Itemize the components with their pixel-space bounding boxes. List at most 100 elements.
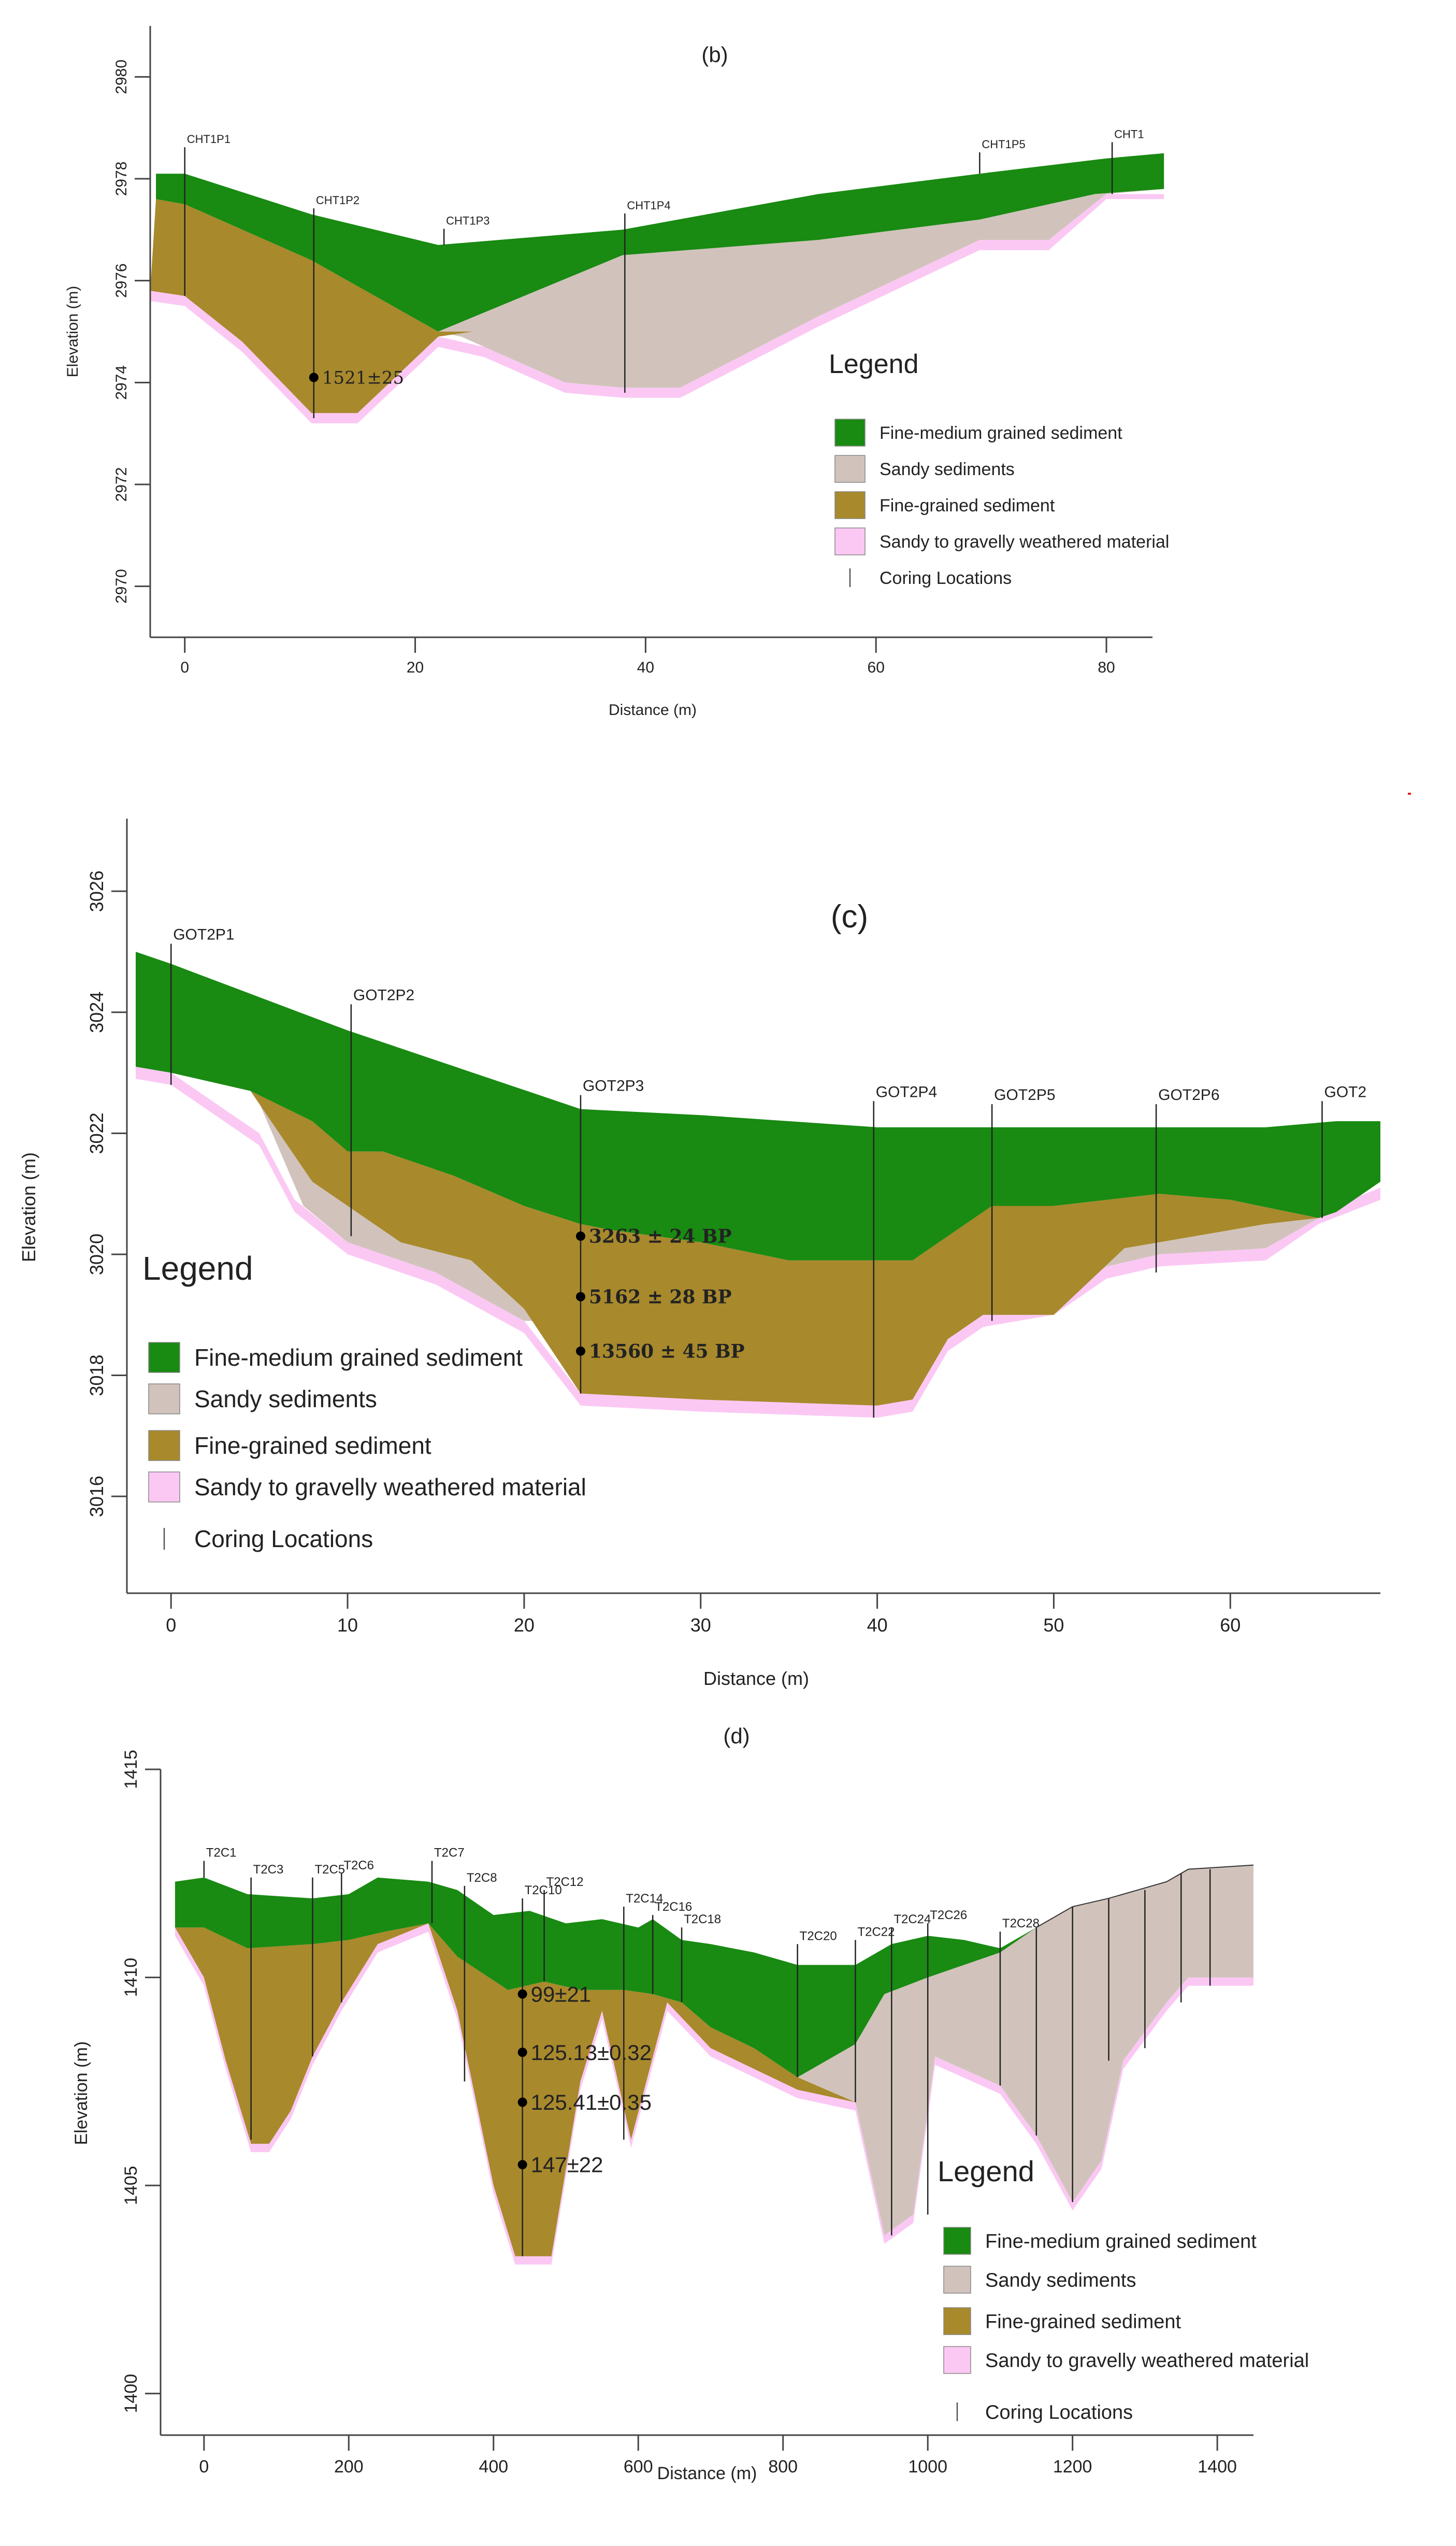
x-tick-label: 50 <box>1043 1614 1064 1636</box>
x-tick-label: 80 <box>1098 659 1115 676</box>
layer-3-fine-grained-sediment <box>250 1091 1319 1406</box>
core-label: T2C3 <box>253 1863 284 1877</box>
y-tick-label: 3018 <box>86 1354 107 1396</box>
x-axis-label: Distance (m) <box>657 2464 757 2483</box>
date-sample-point <box>309 373 319 382</box>
x-tick-label: 1200 <box>1053 2457 1092 2477</box>
legend-item-label: Sandy to gravelly weathered material <box>880 532 1169 552</box>
core-label: T2C14 <box>626 1892 663 1906</box>
surface-outline <box>1036 1864 1254 1928</box>
legend-item-label: Sandy sediments <box>194 1385 377 1412</box>
x-tick-label: 40 <box>867 1614 888 1636</box>
legend-swatch <box>148 1430 180 1461</box>
core-label: T2C7 <box>434 1846 465 1860</box>
date-label: 13560 ± 45 BP <box>589 1340 745 1362</box>
y-tick-label: 3024 <box>86 992 107 1033</box>
x-tick-label: 30 <box>690 1614 711 1636</box>
legend-swatch <box>943 2266 971 2294</box>
core-label: CHT1P3 <box>446 214 489 227</box>
y-tick-label: 1410 <box>121 1958 141 1997</box>
core-label: T2C16 <box>655 1900 692 1914</box>
layer-3-fine-medium-grained-sediment <box>156 153 1164 332</box>
date-sample-point <box>517 2097 527 2107</box>
date-sample-point <box>517 2159 527 2169</box>
core-label: GOT2P5 <box>994 1086 1055 1104</box>
y-tick-label: 2978 <box>113 162 130 196</box>
legend-item-label: Sandy sediments <box>880 460 1015 479</box>
layer-2-fine-grained-sediment <box>150 199 473 413</box>
date-sample-point <box>575 1346 585 1356</box>
date-label: 147±22 <box>531 2153 603 2177</box>
core-label: T2C28 <box>1002 1916 1040 1930</box>
core-label: CHT1P1 <box>187 133 230 146</box>
core-label: T2C10 <box>525 1883 562 1897</box>
date-sample-point <box>517 1989 527 1999</box>
y-tick-label: 3022 <box>86 1112 107 1154</box>
legend: Legend Fine-medium grained sediment Sandy … <box>829 349 1169 588</box>
legend: Legend Fine-medium grained sediment Sandy … <box>142 1250 586 1552</box>
x-tick-label: 0 <box>199 2457 209 2477</box>
layer-1-sandy-sediments <box>797 1865 1253 2236</box>
layer-2-sandy-sediments <box>1001 1218 1319 1315</box>
core-label: CHT1 <box>1114 127 1144 140</box>
core-label: CHT1P4 <box>627 199 670 212</box>
y-axis-label: Elevation (m) <box>18 1152 39 1262</box>
date-label: 3263 ± 24 BP <box>589 1225 732 1247</box>
red-mark <box>1408 793 1411 795</box>
core-label: GOT2 <box>1324 1083 1367 1100</box>
y-tick-label: 3016 <box>86 1476 107 1517</box>
core-label: T2C6 <box>343 1858 374 1872</box>
date-label: 125.41±0.35 <box>531 2090 652 2114</box>
legend-swatch <box>148 1342 180 1373</box>
date-sample-point <box>575 1292 585 1301</box>
legend-item-label: Fine-grained sediment <box>194 1432 431 1459</box>
legend-item-label: Fine-medium grained sediment <box>880 423 1122 443</box>
layer-4-fine-medium-grained-sediment <box>136 952 1380 1261</box>
x-tick-label: 200 <box>334 2457 364 2477</box>
y-tick-label: 2976 <box>113 263 130 298</box>
core-label: T2C20 <box>800 1929 837 1943</box>
panel-label: (c) <box>831 899 868 935</box>
legend-swatch <box>834 527 866 555</box>
layer-3-fine-medium-grained-sediment <box>175 1877 1036 2078</box>
date-label: 5162 ± 28 BP <box>589 1286 732 1308</box>
legend-item-label: Fine-grained sediment <box>880 496 1055 516</box>
y-tick-label: 2970 <box>113 569 130 604</box>
core-label: T2C8 <box>467 1871 497 1885</box>
legend-item-label: Sandy to gravelly weathered material <box>194 1474 586 1500</box>
legend-swatch <box>943 2346 971 2374</box>
x-tick-label: 600 <box>624 2457 653 2477</box>
panel-b: 0 20 40 60 80 2970 2972 2974 2976 2978 2980 Distanc… <box>64 26 1169 719</box>
panel-label: (d) <box>723 1724 749 1748</box>
y-tick-label: 1415 <box>121 1750 141 1789</box>
legend-title: Legend <box>938 2155 1034 2187</box>
core-label: T2C5 <box>314 1863 345 1877</box>
legend-item-label: Coring Locations <box>880 568 1012 588</box>
date-sample-point <box>575 1231 585 1241</box>
y-tick-label: 1400 <box>121 2374 141 2413</box>
date-label: 99±21 <box>531 1982 591 2006</box>
core-label: GOT2P2 <box>353 986 414 1004</box>
legend-title: Legend <box>829 349 919 379</box>
x-tick-label: 400 <box>479 2457 508 2477</box>
legend-swatch <box>834 419 866 447</box>
y-tick-label: 2974 <box>113 365 130 400</box>
x-tick-label: 60 <box>1220 1614 1241 1636</box>
core-label: GOT2P6 <box>1158 1086 1219 1104</box>
core-label: GOT2P4 <box>876 1083 937 1100</box>
layer-1-sandy-sediments <box>438 189 1164 388</box>
legend-swatch <box>148 1383 180 1414</box>
legend-swatch <box>148 1471 180 1503</box>
legend-title: Legend <box>142 1250 253 1287</box>
date-sample-point <box>517 2048 527 2057</box>
x-tick-label: 20 <box>407 659 424 676</box>
y-tick-label: 1405 <box>121 2166 141 2205</box>
x-tick-label: 10 <box>337 1614 358 1636</box>
y-axis-label: Elevation (m) <box>71 2041 91 2145</box>
core-label: T2C12 <box>546 1875 584 1889</box>
core-label: T2C26 <box>930 1908 967 1922</box>
x-tick-label: 20 <box>514 1614 535 1636</box>
core-label: CHT1P5 <box>982 138 1025 151</box>
legend-item-label: Sandy sediments <box>985 2269 1136 2291</box>
x-tick-label: 40 <box>637 659 654 676</box>
